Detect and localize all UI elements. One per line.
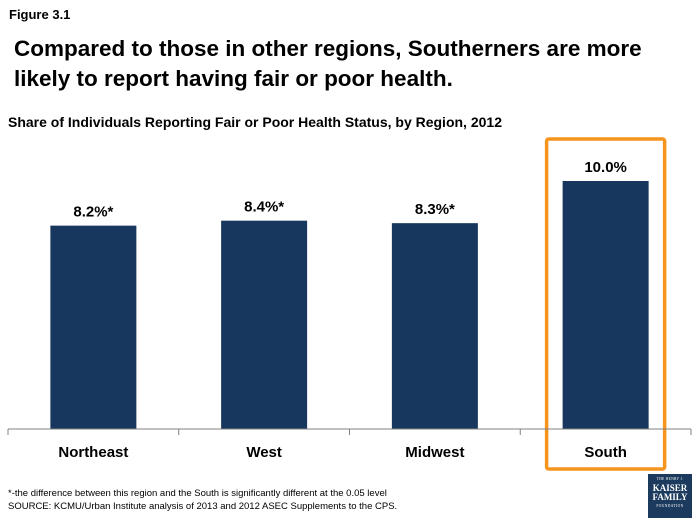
- logo-line-2: KAISER: [652, 483, 688, 493]
- logo-line-3: FAMILY: [652, 492, 688, 502]
- data-label-midwest: 8.3%*: [415, 201, 455, 218]
- kaiser-family-foundation-logo: THE HENRY J. KAISER FAMILY FOUNDATION: [648, 474, 692, 518]
- highlight-box-south: [544, 137, 667, 471]
- category-label-midwest: Midwest: [405, 444, 464, 461]
- data-label-northeast: 8.2%*: [73, 204, 113, 221]
- bar-south: [562, 181, 649, 429]
- category-label-west: West: [246, 444, 282, 461]
- data-label-west: 8.4%*: [244, 199, 284, 216]
- data-label-south: 10.0%: [584, 159, 627, 176]
- chart-title: Share of Individuals Reporting Fair or P…: [8, 114, 502, 130]
- footnotes: *-the difference between this region and…: [8, 487, 397, 513]
- figure-label: Figure 3.1: [9, 7, 71, 22]
- bar-west: [221, 220, 308, 429]
- category-label-northeast: Northeast: [58, 444, 128, 461]
- category-label-south: South: [584, 444, 627, 461]
- bar-midwest: [391, 223, 478, 429]
- source-note: SOURCE: KCMU/Urban Institute analysis of…: [8, 501, 398, 512]
- bar-northeast: [50, 225, 137, 429]
- logo-line-4: FOUNDATION: [656, 504, 684, 508]
- significance-note: *-the difference between this region and…: [8, 488, 387, 499]
- page-title: Compared to those in other regions, Sout…: [14, 36, 642, 91]
- logo-line-1: THE HENRY J.: [656, 477, 684, 481]
